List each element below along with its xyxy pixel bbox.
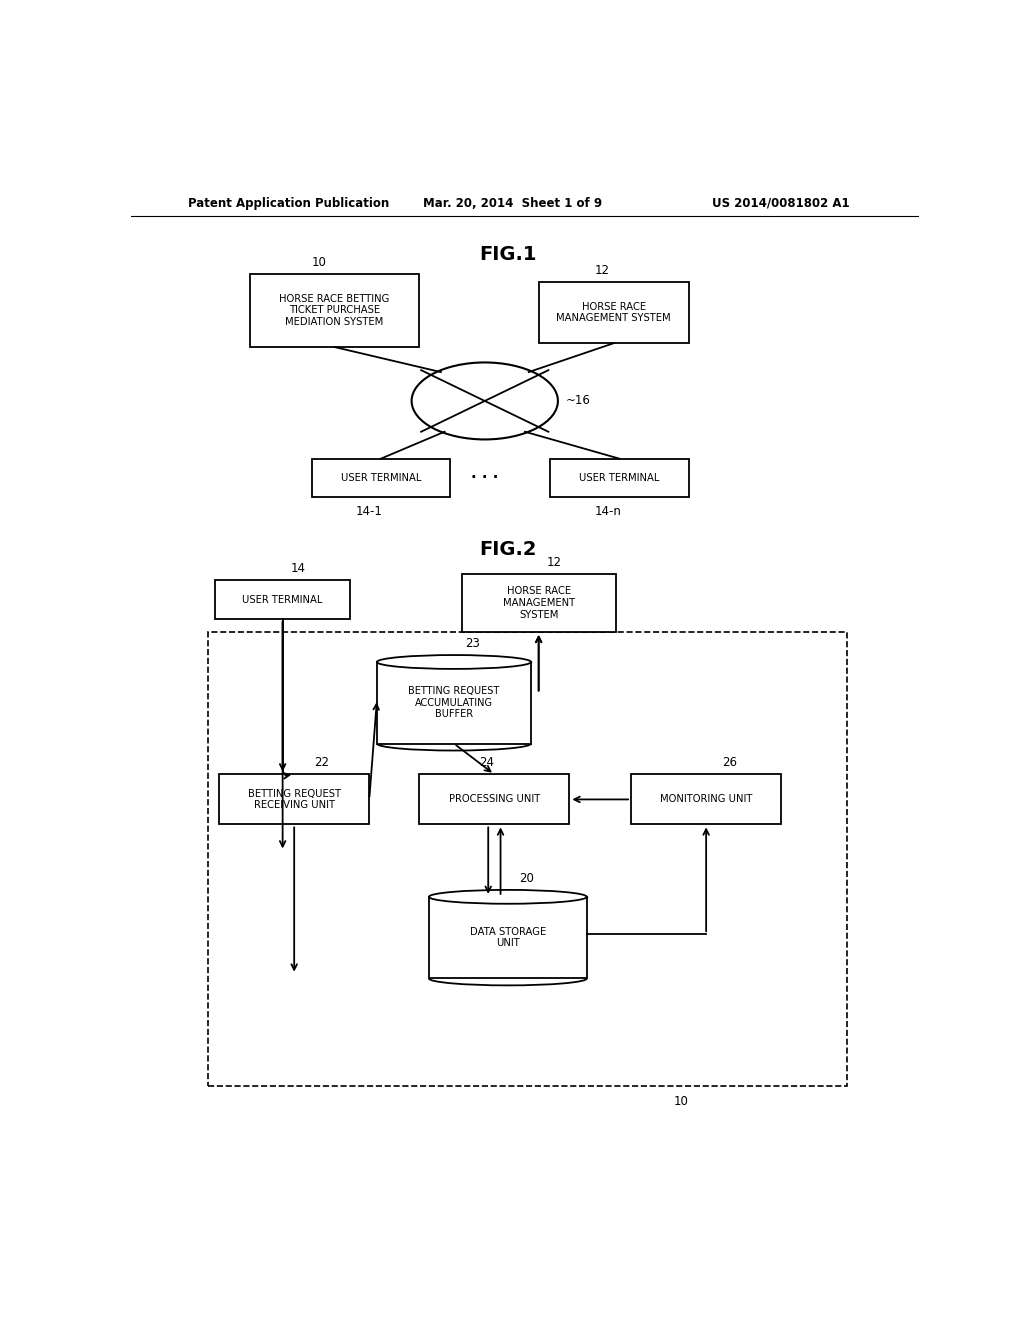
Ellipse shape — [377, 655, 531, 669]
Text: 12: 12 — [547, 556, 561, 569]
Text: 23: 23 — [466, 638, 480, 649]
Bar — [219, 775, 370, 825]
Bar — [377, 663, 531, 743]
Text: 26: 26 — [722, 756, 736, 770]
Text: Patent Application Publication: Patent Application Publication — [188, 197, 389, 210]
Text: 10: 10 — [674, 1096, 688, 1109]
Text: 22: 22 — [313, 756, 329, 770]
Text: USER TERMINAL: USER TERMINAL — [341, 473, 421, 483]
Bar — [215, 581, 350, 619]
Text: 14-n: 14-n — [595, 504, 622, 517]
Text: 24: 24 — [479, 756, 495, 770]
Text: HORSE RACE
MANAGEMENT
SYSTEM: HORSE RACE MANAGEMENT SYSTEM — [503, 586, 574, 619]
Text: DATA STORAGE
UNIT: DATA STORAGE UNIT — [470, 927, 546, 949]
Text: BETTING REQUEST
ACCUMULATING
BUFFER: BETTING REQUEST ACCUMULATING BUFFER — [409, 686, 500, 719]
Text: USER TERMINAL: USER TERMINAL — [580, 473, 659, 483]
Text: 14: 14 — [291, 562, 305, 576]
Text: 12: 12 — [595, 264, 609, 277]
Text: USER TERMINAL: USER TERMINAL — [243, 594, 323, 605]
Text: Mar. 20, 2014  Sheet 1 of 9: Mar. 20, 2014 Sheet 1 of 9 — [423, 197, 602, 210]
Bar — [208, 632, 847, 1086]
Text: 10: 10 — [311, 256, 327, 269]
Text: US 2014/0081802 A1: US 2014/0081802 A1 — [712, 197, 850, 210]
Text: 20: 20 — [519, 871, 535, 884]
Bar — [429, 896, 587, 978]
Bar — [311, 459, 451, 498]
Text: 14-1: 14-1 — [355, 504, 383, 517]
Text: BETTING REQUEST
RECEIVING UNIT: BETTING REQUEST RECEIVING UNIT — [248, 788, 341, 810]
Text: HORSE RACE
MANAGEMENT SYSTEM: HORSE RACE MANAGEMENT SYSTEM — [556, 301, 671, 323]
Text: HORSE RACE BETTING
TICKET PURCHASE
MEDIATION SYSTEM: HORSE RACE BETTING TICKET PURCHASE MEDIA… — [280, 294, 390, 327]
Text: ~16: ~16 — [565, 395, 591, 408]
Bar — [250, 275, 419, 347]
Text: FIG.1: FIG.1 — [479, 246, 537, 264]
Bar — [419, 775, 569, 825]
Text: MONITORING UNIT: MONITORING UNIT — [659, 795, 753, 804]
Text: PROCESSING UNIT: PROCESSING UNIT — [449, 795, 540, 804]
Ellipse shape — [429, 890, 587, 904]
Bar — [631, 775, 781, 825]
Bar — [550, 459, 689, 498]
Bar — [462, 574, 615, 632]
Text: · · ·: · · · — [471, 470, 499, 486]
Ellipse shape — [412, 363, 558, 440]
Bar — [539, 281, 689, 343]
Text: FIG.2: FIG.2 — [479, 540, 537, 560]
